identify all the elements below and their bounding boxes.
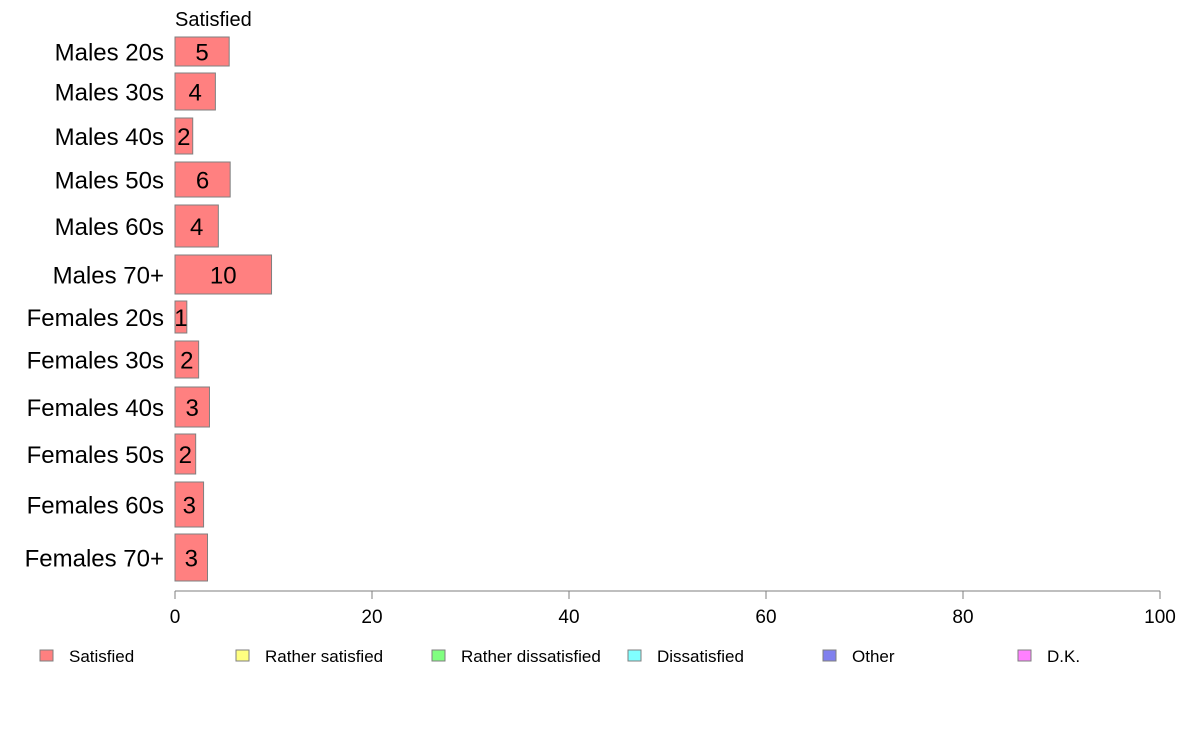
x-tick-label: 60: [755, 607, 776, 628]
bar-females-50s: [174, 433, 197, 475]
data-label: 1: [174, 305, 187, 332]
data-label: 4: [190, 214, 203, 241]
data-label: 4: [189, 80, 202, 107]
category-label: Males 30s: [55, 80, 164, 107]
legend-swatch: [1017, 649, 1032, 662]
data-label: 2: [180, 348, 193, 375]
bar-females-40s: [174, 386, 210, 428]
legend-label: Other: [852, 647, 895, 666]
x-tick-label: 0: [170, 607, 181, 628]
legend-swatch: [39, 649, 54, 662]
legend-label: D.K.: [1047, 647, 1080, 666]
category-label: Females 50s: [27, 442, 164, 469]
data-label: 5: [195, 40, 208, 67]
bar-males-30s: [174, 72, 216, 111]
category-label: Males 70+: [53, 263, 164, 290]
category-label: Males 40s: [55, 124, 164, 151]
category-label: Females 40s: [27, 395, 164, 422]
bar-females-20s: [174, 300, 188, 334]
bar-females-70-: [174, 533, 209, 582]
bar-females-30s: [174, 340, 200, 379]
category-label: Males 50s: [55, 168, 164, 195]
category-label: Males 60s: [55, 214, 164, 241]
x-tick-label: 100: [1144, 607, 1176, 628]
x-tick-label: 80: [952, 607, 973, 628]
x-axis: 0 20 40 60 80 100: [170, 590, 1176, 628]
data-label: 3: [185, 546, 198, 573]
data-label: 2: [179, 442, 192, 469]
category-label: Females 30s: [27, 348, 164, 375]
data-label: 3: [186, 395, 199, 422]
bar-males-20s: [174, 36, 230, 67]
data-label: 3: [183, 493, 196, 520]
legend-swatch: [627, 649, 642, 662]
legend-swatch: [822, 649, 837, 662]
legend-label: Rather satisfied: [265, 647, 383, 666]
category-labels: Males 20s Males 30s Males 40s Males 50s Male…: [25, 40, 164, 573]
legend-swatch: [431, 649, 446, 662]
legend-swatch: [235, 649, 250, 662]
legend-label: Satisfied: [69, 647, 134, 666]
x-tick-label: 20: [361, 607, 382, 628]
category-label: Females 60s: [27, 493, 164, 520]
category-label: Females 20s: [27, 305, 164, 332]
data-label: 6: [196, 168, 209, 195]
data-label: 2: [177, 124, 190, 151]
bar-males-40s: [174, 117, 194, 155]
data-label: 10: [210, 263, 237, 290]
bar-males-50s: [174, 161, 231, 198]
legend-label: Rather dissatisfied: [461, 647, 601, 666]
bar-males-70-: [174, 254, 273, 295]
legend-label: Dissatisfied: [657, 647, 744, 666]
bar-females-60s: [174, 481, 205, 528]
legend: Satisfied Rather satisfied Rather dissatis…: [39, 647, 1080, 666]
x-tick-label: 40: [558, 607, 579, 628]
category-label: Males 20s: [55, 40, 164, 67]
series-header-label: Satisfied: [175, 9, 252, 31]
category-label: Females 70+: [25, 546, 164, 573]
bar-males-60s: [174, 204, 219, 248]
